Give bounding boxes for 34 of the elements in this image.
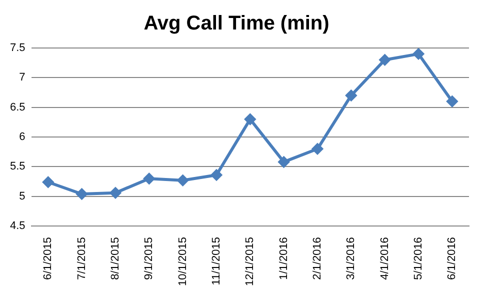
x-tick-label: 3/1/2016 xyxy=(345,237,358,280)
y-tick-label: 6.5 xyxy=(10,101,26,114)
y-tick-label: 4.5 xyxy=(10,220,26,232)
x-tick-label: 12/1/2015 xyxy=(244,237,256,286)
x-tick-label: 6/1/2016 xyxy=(446,237,458,280)
chart-title: Avg Call Time (min) xyxy=(144,12,330,35)
x-tick-label: 2/1/2016 xyxy=(312,237,324,280)
x-tick-label: 4/1/2016 xyxy=(378,237,391,280)
x-tick-label: 1/1/2016 xyxy=(278,237,290,280)
x-tick-label: 8/1/2015 xyxy=(109,237,122,280)
y-tick-label: 6 xyxy=(19,131,26,144)
x-tick-label: 11/1/2015 xyxy=(210,237,223,286)
y-tick-label: 5.5 xyxy=(10,160,26,173)
x-tick-label: 10/1/2015 xyxy=(176,237,189,286)
y-tick-label: 5 xyxy=(19,190,26,202)
y-tick-label: 7 xyxy=(19,72,26,84)
point xyxy=(42,176,54,188)
x-tick-label: 9/1/2015 xyxy=(143,237,156,280)
point xyxy=(76,188,88,200)
point xyxy=(244,114,256,125)
point xyxy=(412,48,424,60)
point xyxy=(110,187,121,198)
point xyxy=(210,170,222,181)
x-tick-label: 6/1/2015 xyxy=(42,237,54,280)
point xyxy=(379,54,390,66)
x-tick-label: 7/1/2015 xyxy=(76,237,88,280)
point xyxy=(312,143,323,154)
y-tick-label: 7.5 xyxy=(10,42,26,54)
point xyxy=(144,173,155,184)
x-tick-label: 5/1/2016 xyxy=(412,237,425,280)
point xyxy=(346,90,357,101)
point xyxy=(177,174,188,186)
point xyxy=(278,156,290,168)
point xyxy=(446,96,458,107)
